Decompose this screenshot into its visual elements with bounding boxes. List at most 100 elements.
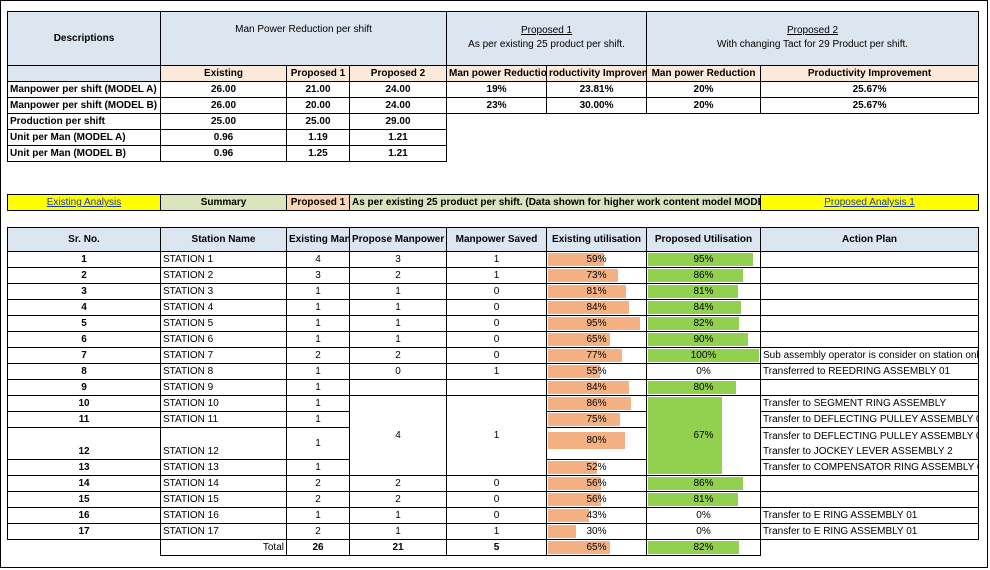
- cell: 20%: [646, 81, 762, 98]
- existing-util: 77%: [546, 347, 647, 364]
- total-existing: 26: [286, 539, 350, 556]
- proposed1-header: Proposed 1 As per existing 25 product per…: [446, 11, 648, 66]
- existing-util: 43%: [546, 507, 647, 524]
- util-bar: [648, 477, 744, 490]
- action-plan: Transfer to COMPENSATOR RING ASSEMBLY 02: [760, 459, 979, 476]
- col-pi1: roductivity Improvemen: [546, 65, 648, 82]
- sr-no: 14: [7, 475, 161, 492]
- station-name: STATION 1: [160, 251, 287, 268]
- proposed-util: 0%: [646, 523, 761, 540]
- existing-manpower: 2: [286, 491, 350, 508]
- cell: 20.00: [286, 97, 350, 114]
- util-bar: [648, 301, 741, 314]
- util-bar: [648, 349, 759, 362]
- hdr-existing-manpower: Existing Manpow: [286, 227, 350, 252]
- col-pi2: Productivity Improvement: [760, 65, 980, 82]
- hdr-propose-manpower: Propose Manpower 1: [349, 227, 447, 252]
- cell: 23%: [446, 97, 548, 114]
- sr-no: 16: [7, 507, 161, 524]
- util-bar: [548, 493, 602, 506]
- proposed-util-merged: 67%: [646, 395, 761, 476]
- existing-util: 84%: [546, 379, 647, 396]
- util-bar: [548, 432, 626, 449]
- proposed-util: 81%: [646, 491, 761, 508]
- sr-no: 8: [7, 363, 161, 380]
- proposed-analysis-link[interactable]: Proposed Analysis 1: [760, 194, 979, 211]
- station-name: STATION 16: [160, 507, 287, 524]
- row-label: Manpower per shift (MODEL A): [7, 81, 161, 98]
- util-bar: [648, 397, 722, 474]
- table-row: 10 STATION 10 1 4 1 86% 67% Transfer to SEGMENT…: [7, 395, 979, 476]
- existing-util: 81%: [546, 283, 647, 300]
- table-row: 3 STATION 3 1 1 0 81% 81%: [7, 283, 979, 300]
- station-name: STATION 13: [160, 459, 287, 476]
- manpower-saved: 0: [446, 283, 547, 300]
- table-row: 16 STATION 16 1 1 0 43% 0% Transfer to E RING A…: [7, 507, 979, 524]
- table-row: 8 STATION 8 1 0 1 55% 0% Transferred to REEDRIN…: [7, 363, 979, 380]
- cell: 24.00: [348, 97, 448, 114]
- table-row: 7 STATION 7 2 2 0 77% 100% Sub assembly operato…: [7, 347, 979, 364]
- action-plan: Transfer to E RING ASSEMBLY 01: [760, 523, 979, 540]
- proposed-util: 90%: [646, 331, 761, 348]
- hdr-sr: Sr. No.: [7, 227, 161, 252]
- util-bar: [548, 541, 611, 554]
- total-saved: 5: [446, 539, 547, 556]
- row-label: Manpower per shift (MODEL B): [7, 97, 161, 114]
- row-label: Production per shift: [7, 113, 161, 130]
- col-mpr1: Man power Reduction: [446, 65, 548, 82]
- existing-analysis-link[interactable]: Existing Analysis: [7, 194, 161, 211]
- util-bar: [548, 333, 611, 346]
- empty: [447, 130, 979, 146]
- existing-manpower: 2: [286, 475, 350, 492]
- proposed-label: Proposed 1: [286, 194, 350, 211]
- cell: 19%: [446, 81, 548, 98]
- col-existing: Existing: [160, 65, 287, 82]
- propose-manpower: 3: [349, 251, 447, 268]
- existing-util: 80%: [546, 427, 647, 460]
- sr-no: 11: [7, 411, 161, 428]
- action-plan: Sub assembly operator is consider on sta…: [760, 347, 979, 364]
- summary-bar: Existing Analysis Summary Proposed 1 As …: [7, 194, 979, 211]
- manpower-saved: 0: [446, 331, 547, 348]
- total-proposed: 21: [349, 539, 447, 556]
- existing-util: 52%: [546, 459, 647, 476]
- util-bar: [548, 285, 627, 298]
- hdr-proposed-util: Proposed Utilisation: [646, 227, 761, 252]
- proposed-util: 100%: [646, 347, 761, 364]
- cell: 26.00: [160, 81, 287, 98]
- action-plan: Transfer to DEFLECTING PULLEY ASSEMBLY 0…: [760, 427, 979, 460]
- summary-label: Summary: [160, 194, 287, 211]
- proposed-util: 81%: [646, 283, 761, 300]
- manpower-saved: 0: [446, 507, 547, 524]
- cell: 25.00: [286, 113, 350, 130]
- action-plan: [760, 283, 979, 300]
- util-bar: [648, 253, 754, 266]
- cell: 1.19: [286, 129, 350, 146]
- sr-no: 9: [7, 379, 161, 396]
- blank-cell: [7, 65, 161, 82]
- util-bar: [648, 381, 737, 394]
- action-plan: [760, 299, 979, 316]
- table-row: 6 STATION 6 1 1 0 65% 90%: [7, 331, 979, 348]
- propose-manpower: 1: [349, 507, 447, 524]
- row-label: Unit per Man (MODEL A): [7, 129, 161, 146]
- proposed-util: 84%: [646, 299, 761, 316]
- sr-no: 15: [7, 491, 161, 508]
- sr-no: 2: [7, 267, 161, 284]
- existing-manpower: 1: [286, 507, 350, 524]
- station-name: STATION 17: [160, 523, 287, 540]
- cell: 25.00: [160, 113, 287, 130]
- manpower-saved: 0: [446, 347, 547, 364]
- existing-util: 55%: [546, 363, 647, 380]
- table-row: 13 STATION 13 1 52% Transfer to COMPENSATOR …: [7, 459, 979, 476]
- table-row: 12 STATION 12 1 80% Transfer to DEFLECTING P…: [7, 427, 979, 460]
- action-plan: [760, 251, 979, 268]
- manpower-saved-blank: [446, 379, 547, 396]
- util-bar: [648, 493, 738, 506]
- total-label: Total: [160, 539, 287, 556]
- col-mpr2: Man power Reduction: [646, 65, 762, 82]
- existing-manpower: 1: [286, 363, 350, 380]
- row-label: Unit per Man (MODEL B): [7, 145, 161, 162]
- table-row: 17 STATION 17 2 1 1 30% 0% Transfer to E RING A…: [7, 523, 979, 540]
- manpower-saved: 1: [446, 251, 547, 268]
